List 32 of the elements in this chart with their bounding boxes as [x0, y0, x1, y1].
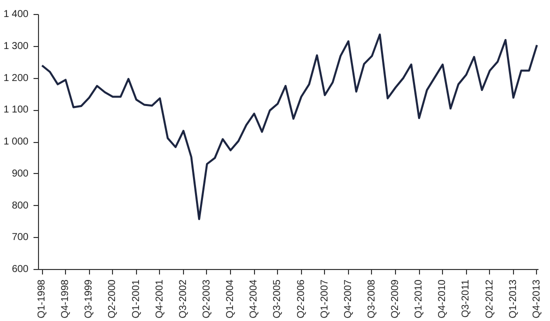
y-tick-label: 1 300: [3, 40, 29, 52]
x-tick-label: Q4-2013: [531, 279, 542, 318]
x-tick-label: Q2-2012: [484, 279, 496, 318]
x-tick-label: Q4-2004: [248, 279, 260, 318]
y-tick-label: 900: [12, 168, 29, 180]
y-tick-label: 1 100: [3, 104, 29, 116]
x-tick-label: Q3-2008: [366, 279, 378, 318]
x-tick-label: Q1-2001: [130, 279, 142, 318]
x-tick-label: Q3-2002: [178, 279, 189, 318]
x-tick-label: Q4-1998: [60, 279, 72, 318]
x-tick-label: Q4-2001: [154, 279, 166, 318]
y-tick-label: 600: [12, 264, 29, 275]
x-tick-label: Q2-2009: [390, 279, 402, 318]
x-tick-label: Q1-2007: [319, 279, 330, 318]
y-tick-label: 1 200: [3, 72, 29, 84]
line-series: [41, 34, 538, 220]
x-tick-label: Q1-2004: [225, 279, 236, 318]
y-tick-label: 800: [12, 200, 29, 212]
x-tick-label: Q2-2003: [202, 279, 212, 318]
x-tick-label: Q1-1998: [36, 279, 48, 318]
x-tick-label: Q3-2005: [272, 279, 284, 318]
x-tick-label: Q4-2010: [437, 279, 448, 318]
x-tick-label: Q2-2006: [296, 279, 307, 318]
x-tick-label: Q2-2000: [107, 279, 118, 318]
x-tick-label: Q3-1999: [84, 279, 95, 318]
y-tick-label: 700: [12, 232, 29, 244]
x-tick-label: Q4-2007: [342, 279, 354, 318]
x-tick-label: Q1-2013: [508, 279, 519, 318]
y-tick-label: 1 000: [3, 136, 29, 148]
y-tick-label: 1 400: [3, 9, 29, 20]
x-tick-label: Q1-2010: [414, 279, 425, 318]
x-tick-label: Q3-2011: [460, 279, 472, 318]
